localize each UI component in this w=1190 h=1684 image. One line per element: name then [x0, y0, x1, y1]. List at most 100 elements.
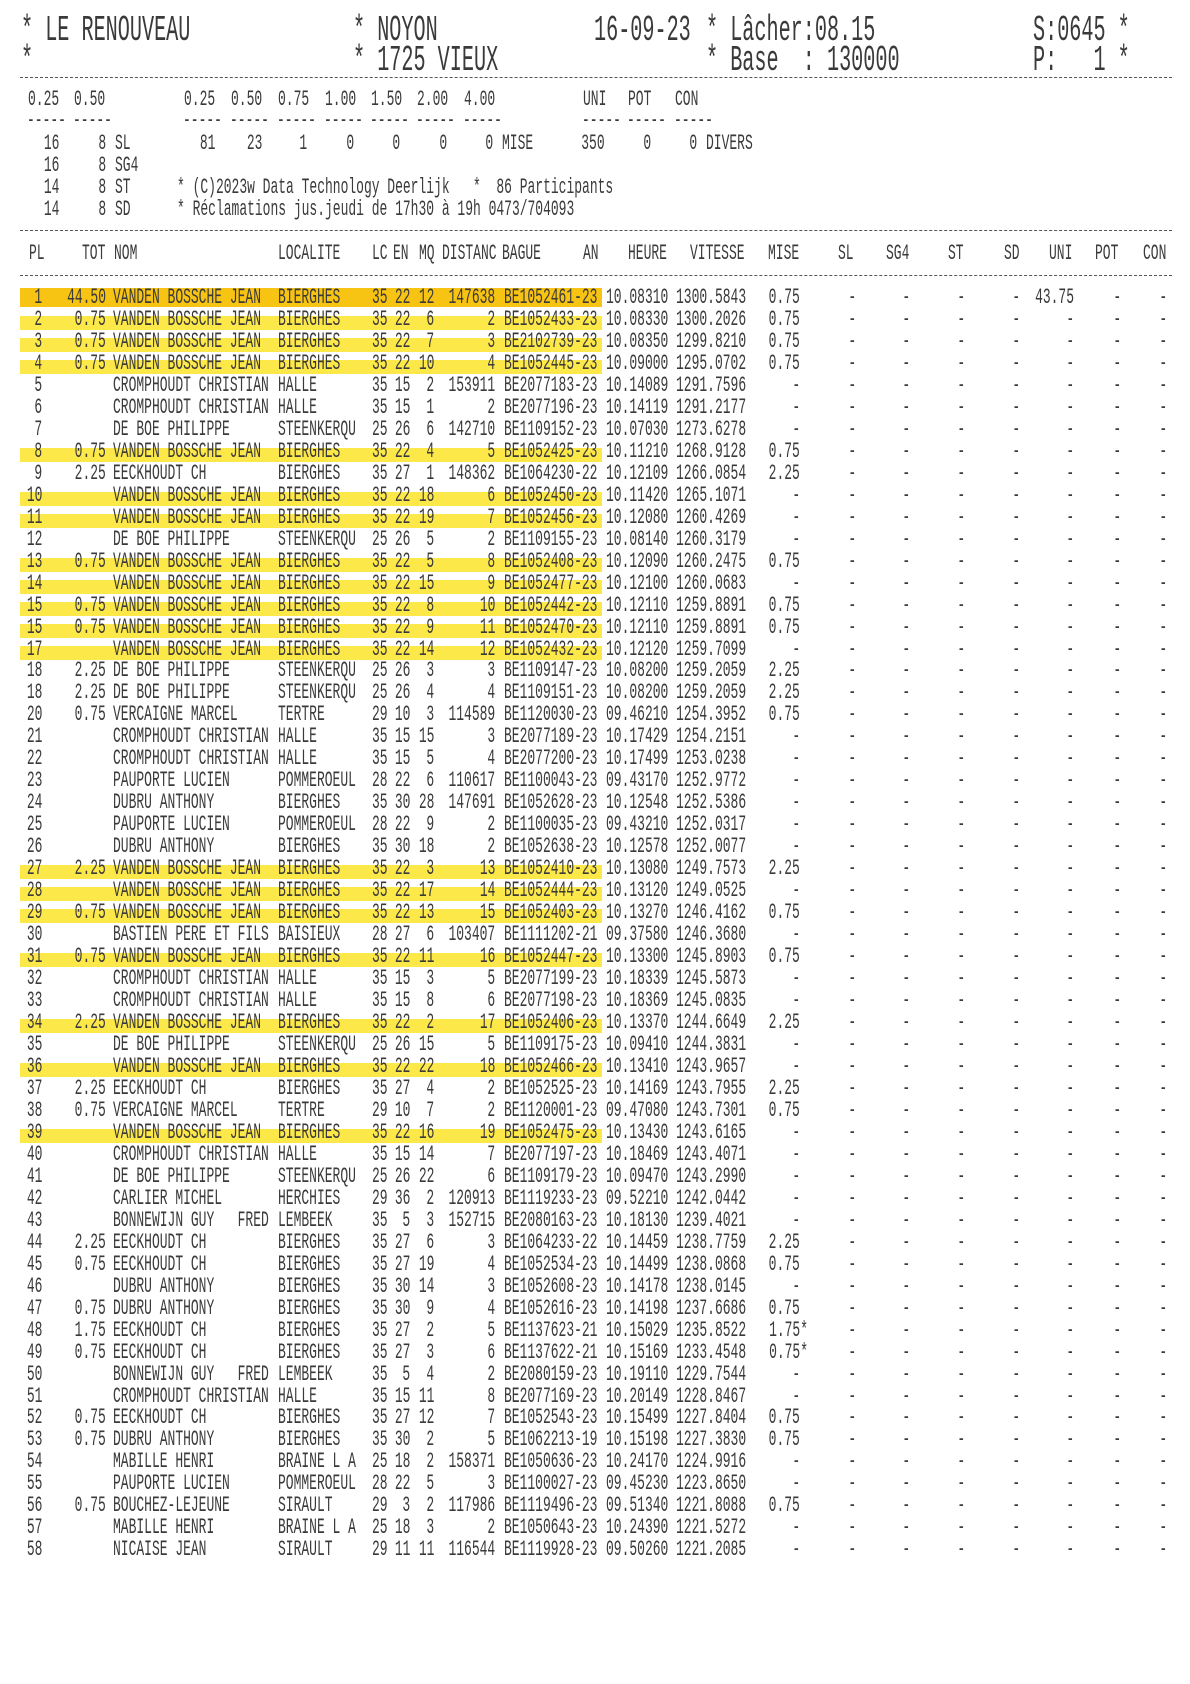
row-highlight [20, 953, 602, 968]
cell-sd: - [1012, 1383, 1020, 1409]
cell-st: - [957, 1207, 965, 1233]
cell-total: 2.25 [74, 1075, 106, 1101]
cell-locality: BIERGHES [278, 1405, 341, 1431]
cell-locality: BIERGHES [278, 482, 341, 508]
cell-distance: 6 [487, 482, 495, 508]
cell-pot: - [1113, 988, 1121, 1014]
column-header-pot: POT [1095, 241, 1119, 266]
cell-uni: - [1066, 482, 1074, 508]
cell-time: 10.18369 [606, 988, 669, 1014]
cell-con: - [1159, 856, 1167, 882]
cell-ring: BE1109147-23 [504, 658, 598, 684]
cell-place: 56 [26, 1493, 42, 1519]
cell-name: VANDEN BOSSCHE JEAN [113, 614, 261, 640]
row-highlight [20, 1019, 602, 1033]
cell-sd: - [1012, 1493, 1020, 1519]
cell-total: 0.75 [74, 1097, 106, 1123]
cell-place: 24 [26, 790, 42, 816]
cell-mq: 2 [426, 1493, 434, 1519]
cell-pot: - [1113, 1295, 1121, 1321]
cell-en: 5 [402, 1361, 410, 1387]
cell-place: 47 [26, 1295, 42, 1321]
cell-ring: BE1119233-23 [504, 1185, 598, 1211]
cell-lc: 25 [372, 680, 388, 706]
stake-underline: ----- [370, 108, 409, 133]
cell-en: 26 [394, 658, 410, 684]
cell-name: VANDEN BOSSCHE JEAN [113, 504, 261, 530]
row-highlight [20, 887, 602, 902]
cell-st: - [957, 856, 965, 882]
cell-sg4: - [902, 1317, 910, 1343]
cell-distance: 6 [487, 1339, 495, 1365]
cell-name: DE BOE PHILIPPE [113, 526, 230, 552]
cell-locality: BAISIEUX [278, 922, 341, 948]
cell-uni: - [1066, 394, 1074, 420]
cell-time: 10.11420 [606, 482, 669, 508]
cell-place: 53 [26, 1427, 42, 1453]
cell-en: 22 [394, 306, 410, 332]
cell-stake: - [792, 482, 800, 508]
cell-name: CROMPHOUDT CHRISTIAN [113, 1141, 269, 1167]
cell-place: 3 [34, 328, 42, 354]
cell-con: - [1159, 1471, 1167, 1497]
cell-st: - [957, 460, 965, 486]
cell-stake: 2.25 [768, 856, 800, 882]
cell-lc: 35 [372, 1361, 388, 1387]
cell-place: 55 [26, 1471, 42, 1497]
cell-time: 10.11210 [606, 438, 669, 464]
cell-con: - [1159, 372, 1167, 398]
cell-sg4: - [902, 768, 910, 794]
cell-ring: BE2102739-23 [504, 328, 598, 354]
column-header-an: AN [583, 241, 599, 266]
cell-speed: 1242.0442 [676, 1185, 747, 1211]
cell-speed: 1253.0238 [676, 746, 747, 772]
cell-sd: - [1012, 350, 1020, 376]
row-highlight [20, 601, 602, 616]
cell-sg4: - [902, 306, 910, 332]
cell-stake: - [792, 504, 800, 530]
cell-time: 10.08200 [606, 658, 669, 684]
cell-locality: BIERGHES [278, 1229, 341, 1255]
cell-sd: - [1012, 1515, 1020, 1541]
cell-locality: STEENKERQU [278, 416, 356, 442]
cell-st: - [957, 482, 965, 508]
cell-en: 11 [394, 1537, 410, 1563]
cell-pot: - [1113, 285, 1121, 310]
cell-speed: 1243.7301 [676, 1097, 747, 1123]
cell-pot: - [1113, 1317, 1121, 1343]
cell-st: - [957, 306, 965, 332]
cell-time: 09.43170 [606, 768, 669, 794]
cell-pot: - [1113, 1537, 1121, 1563]
cell-lc: 25 [372, 1449, 388, 1475]
cell-time: 10.08350 [606, 328, 669, 354]
cell-name: VANDEN BOSSCHE JEAN [113, 856, 261, 882]
cell-ring: BE1052461-23 [504, 285, 598, 310]
cell-con: - [1159, 1141, 1167, 1167]
cell-con: - [1159, 1010, 1167, 1035]
cell-time: 10.12100 [606, 570, 669, 596]
cell-sl: - [848, 944, 856, 970]
cell-place: 50 [26, 1361, 42, 1387]
cell-uni: - [1066, 592, 1074, 618]
cell-sl: - [848, 878, 856, 904]
row-highlight [20, 447, 602, 462]
column-header-mise: MISE [768, 241, 800, 266]
cell-en: 27 [394, 1251, 410, 1277]
cell-pot: - [1113, 878, 1121, 904]
cell-sl: - [848, 526, 856, 552]
cell-ring: BE1052470-23 [504, 614, 598, 640]
cell-time: 10.13080 [606, 856, 669, 882]
cell-mq: 3 [426, 856, 434, 882]
cell-stake: - [792, 1449, 800, 1475]
cell-name: EECKHOUDT CH [113, 1229, 207, 1255]
cell-distance: 8 [487, 1383, 495, 1409]
cell-en: 27 [394, 1405, 410, 1431]
cell-st: - [957, 1449, 965, 1475]
cell-con: - [1159, 1163, 1167, 1189]
cell-sd: - [1012, 394, 1020, 420]
cell-name: EECKHOUDT CH [113, 1317, 207, 1343]
cell-place: 9 [34, 460, 42, 486]
cell-st: - [957, 702, 965, 728]
cell-place: 13 [26, 548, 42, 574]
cell-pot: - [1113, 592, 1121, 618]
